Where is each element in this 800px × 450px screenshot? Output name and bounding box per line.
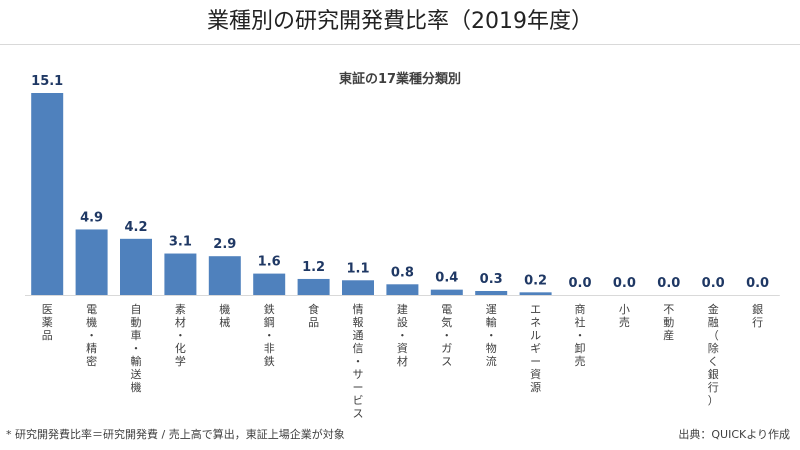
bar <box>475 290 508 295</box>
category-label: 運輸・物流 <box>486 303 497 368</box>
data-label: 0.4 <box>435 271 458 286</box>
bar <box>430 289 463 295</box>
data-label: 15.1 <box>31 74 63 89</box>
bar <box>297 278 330 295</box>
category-label: 電機・精密 <box>86 303 97 368</box>
bar <box>120 238 152 295</box>
data-label: 0.2 <box>524 273 547 288</box>
data-label: 0.3 <box>480 272 503 287</box>
data-label: 2.9 <box>213 237 236 252</box>
bar <box>519 292 552 295</box>
bar <box>75 229 108 295</box>
category-label: 電気・ガス <box>441 303 452 368</box>
category-label: 不動産 <box>663 303 674 342</box>
bar <box>253 273 286 295</box>
category-label: 鉄鋼・非鉄 <box>264 302 275 368</box>
category-label: 情報通信・サービス他 <box>353 303 364 420</box>
category-label: 医薬品 <box>42 303 53 342</box>
data-label: 0.0 <box>702 276 725 291</box>
category-label: 小売 <box>619 303 630 329</box>
data-label: 0.0 <box>746 276 769 291</box>
data-label: 0.8 <box>391 265 414 280</box>
chart-title: 東証の17業種分類別 <box>338 72 462 87</box>
data-label: 0.0 <box>657 276 680 291</box>
data-label: 4.9 <box>80 210 103 225</box>
category-label: エネルギー資源 <box>530 303 541 394</box>
data-label: 0.0 <box>568 276 591 291</box>
bar <box>31 93 64 295</box>
category-label: 建設・資材 <box>397 302 408 368</box>
data-label: 4.2 <box>124 220 147 235</box>
bar-chart: 15.1 医薬品 4.9 電機・精密 4.2 自動車・輸送機 3.1 素材・化学 2.9 機械 1.… <box>25 74 780 420</box>
data-label: 3.1 <box>169 235 192 250</box>
page-title: 業種別の研究開発費比率（2019年度） <box>207 9 593 34</box>
title-divider <box>0 44 800 45</box>
source-note: 出典：QUICKより作成 <box>678 428 790 441</box>
category-label: 自動車・輸送機 <box>131 303 142 394</box>
data-label: 0.0 <box>613 276 636 291</box>
data-label: 1.1 <box>346 261 369 276</box>
category-label: 金融（除く銀行） <box>708 302 719 407</box>
data-label: 1.6 <box>258 255 281 270</box>
bar <box>342 280 374 295</box>
data-label: 1.2 <box>302 260 325 275</box>
bar <box>386 284 419 295</box>
category-label: 商社・卸売 <box>575 302 586 368</box>
bar <box>208 256 241 295</box>
category-label: 機械 <box>219 302 230 329</box>
footnote: * 研究開発費比率＝研究開発費 / 売上高で算出，東証上場企業が対象 <box>6 428 345 441</box>
category-label: 銀行 <box>752 302 763 329</box>
bar <box>164 253 197 295</box>
category-label: 素材・化学 <box>175 303 186 368</box>
category-label: 食品 <box>308 302 319 329</box>
